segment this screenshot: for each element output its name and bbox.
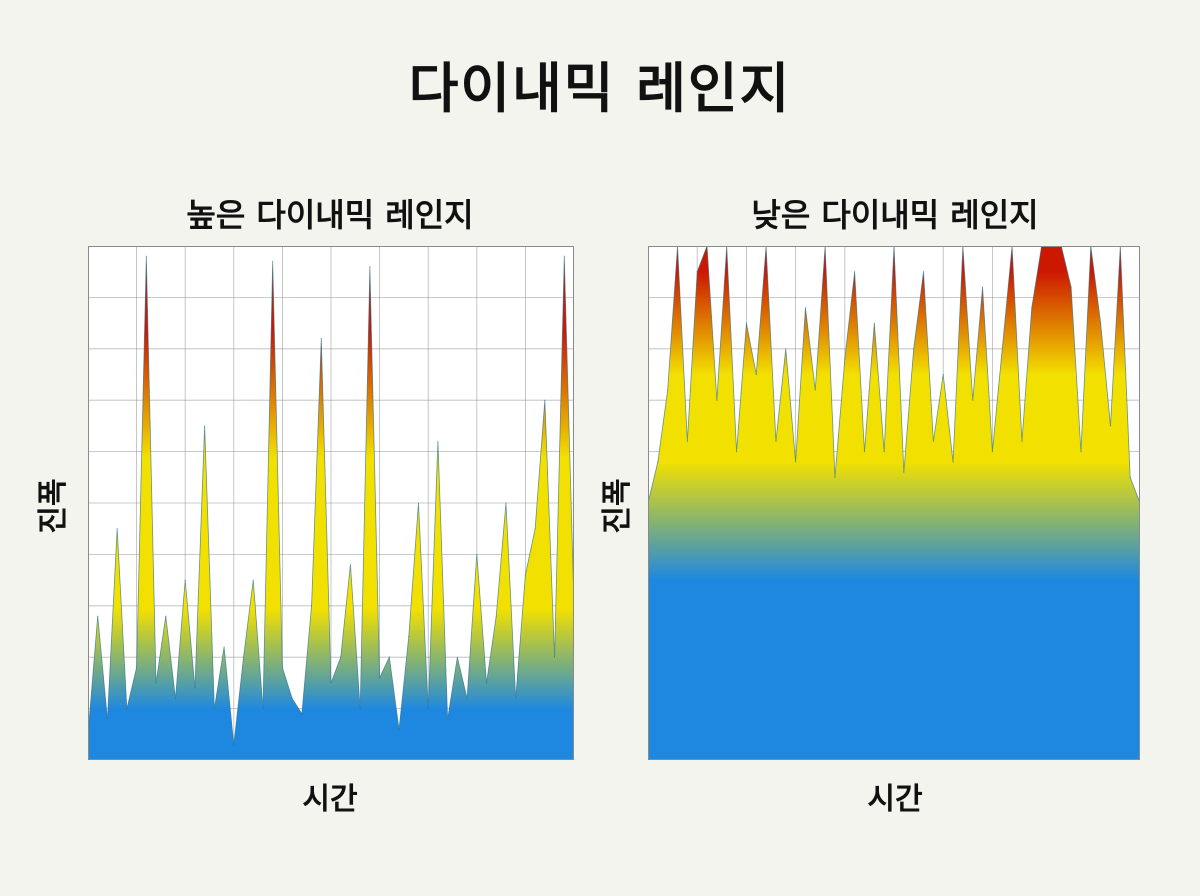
data-point xyxy=(913,348,915,350)
data-point xyxy=(155,682,157,684)
data-point xyxy=(657,461,659,463)
data-point xyxy=(834,476,836,478)
data-point xyxy=(301,713,303,715)
data-point xyxy=(349,564,352,566)
high-dynamic-range-chart xyxy=(88,246,574,760)
data-point xyxy=(534,528,536,530)
amplitude-area xyxy=(88,256,574,760)
data-point xyxy=(417,502,420,504)
data-point xyxy=(991,451,993,453)
data-point xyxy=(1129,476,1131,478)
x-axis-label-low: 시간 xyxy=(867,782,923,817)
data-point xyxy=(97,615,99,617)
data-point xyxy=(437,440,439,442)
data-point xyxy=(223,646,225,648)
data-point xyxy=(844,358,846,360)
data-point xyxy=(408,636,410,638)
data-point xyxy=(686,440,688,442)
data-point xyxy=(1021,440,1023,442)
data-point xyxy=(320,337,322,340)
data-point xyxy=(804,307,807,309)
data-point xyxy=(1109,425,1112,427)
data-point xyxy=(116,528,118,530)
data-point xyxy=(667,389,669,391)
data-point xyxy=(194,687,196,689)
data-point xyxy=(952,461,954,463)
x-axis-label-high: 시간 xyxy=(302,782,358,817)
data-point xyxy=(922,271,925,273)
data-point xyxy=(972,399,974,401)
data-point xyxy=(495,615,497,617)
data-point xyxy=(466,697,468,699)
data-point xyxy=(942,373,944,376)
data-point xyxy=(775,440,777,442)
plot-frame xyxy=(88,246,574,760)
data-point xyxy=(1031,307,1033,309)
amplitude-area xyxy=(648,246,1140,760)
chart-title-low: 낮은 다이내믹 레인지 xyxy=(751,196,1039,234)
data-point xyxy=(136,666,138,669)
data-point xyxy=(272,260,274,263)
low-dynamic-range-chart xyxy=(648,246,1140,760)
data-point xyxy=(524,574,526,576)
data-point xyxy=(981,286,984,288)
data-point xyxy=(126,708,128,710)
data-point xyxy=(252,579,254,581)
data-point xyxy=(863,451,866,453)
data-point xyxy=(330,682,332,684)
data-point xyxy=(755,373,757,376)
chart-title-high: 높은 다이내믹 레인지 xyxy=(186,196,474,234)
data-point xyxy=(174,697,177,699)
data-point xyxy=(106,718,109,720)
data-point xyxy=(745,322,747,324)
data-point xyxy=(456,656,458,658)
plot-frame xyxy=(648,246,1140,760)
data-point xyxy=(1100,322,1102,324)
data-point xyxy=(398,728,400,730)
data-point xyxy=(553,656,556,658)
data-point xyxy=(427,708,429,710)
data-point xyxy=(505,502,507,504)
data-point xyxy=(716,399,718,401)
y-axis-label-high: 진폭 xyxy=(36,478,71,534)
data-point xyxy=(204,425,206,427)
data-point xyxy=(369,265,371,268)
y-axis-label-low: 진폭 xyxy=(600,478,635,534)
page-title: 다이내믹 레인지 xyxy=(408,57,792,120)
data-point xyxy=(1070,286,1072,288)
data-point xyxy=(932,440,934,442)
data-point xyxy=(447,718,449,720)
data-point xyxy=(281,666,283,669)
data-point xyxy=(563,255,565,257)
data-point xyxy=(854,271,856,273)
data-point xyxy=(388,656,390,658)
data-point xyxy=(379,677,381,679)
data-point xyxy=(165,615,167,617)
data-point xyxy=(1001,348,1003,350)
data-point xyxy=(903,471,905,473)
data-point xyxy=(184,579,186,581)
data-point xyxy=(735,451,738,453)
data-point xyxy=(1080,451,1082,453)
data-point xyxy=(485,682,488,684)
data-point xyxy=(340,656,342,658)
data-point xyxy=(544,399,546,401)
data-point xyxy=(515,697,517,699)
data-point xyxy=(814,389,816,391)
data-point xyxy=(262,708,264,710)
data-point xyxy=(696,271,698,273)
data-point xyxy=(242,656,245,658)
data-point xyxy=(291,697,293,699)
amplitude-line xyxy=(648,246,1140,504)
data-point xyxy=(883,451,885,453)
data-point xyxy=(785,348,787,350)
data-point xyxy=(213,708,215,710)
data-point xyxy=(145,255,147,257)
data-point xyxy=(873,322,875,324)
data-point xyxy=(359,708,361,710)
data-point xyxy=(476,553,478,555)
data-point xyxy=(795,461,797,463)
data-point xyxy=(310,605,313,607)
data-point xyxy=(233,743,235,746)
